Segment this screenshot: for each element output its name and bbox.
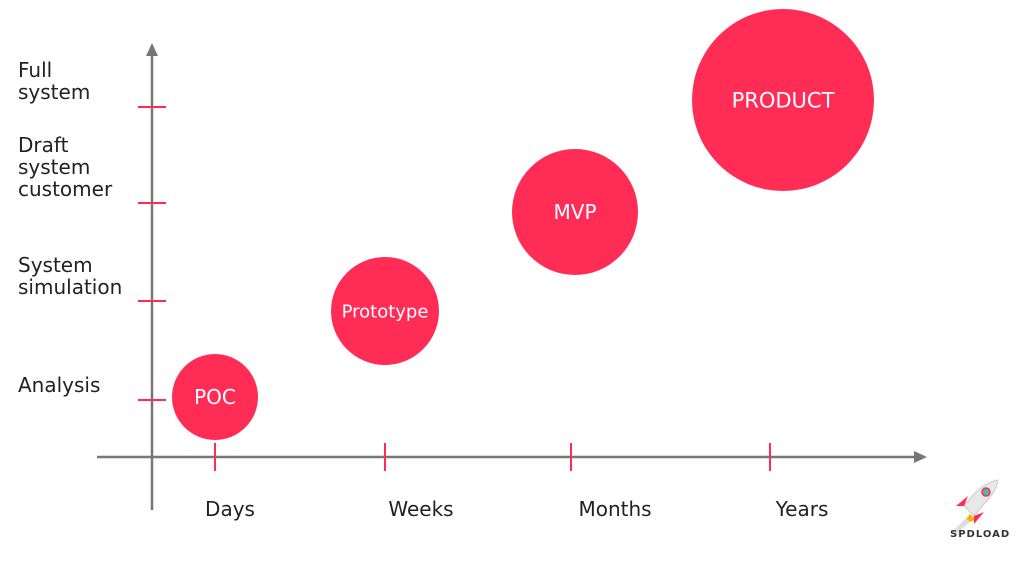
- y-axis-arrow: [146, 43, 158, 56]
- rocket-icon: [952, 479, 999, 534]
- bubble-label: POC: [194, 385, 236, 409]
- bubble-poc: [172, 354, 258, 440]
- x-tick-label: Years: [775, 497, 829, 521]
- x-tick-label: Months: [578, 497, 652, 521]
- bubble-label: Prototype: [342, 301, 429, 322]
- y-tick-label: Draft system customer: [18, 133, 113, 201]
- bubble-label: MVP: [554, 200, 597, 224]
- bubble-prototype: [331, 257, 439, 365]
- y-tick-label: Analysis: [18, 373, 101, 397]
- bubble-product: [692, 9, 874, 191]
- x-tick-label: Weeks: [388, 497, 454, 521]
- x-axis-arrow: [914, 451, 927, 463]
- y-tick-label: System simulation: [18, 253, 123, 299]
- bubble-mvp: [512, 149, 638, 275]
- logo-text: SPDLOAD: [950, 529, 1011, 540]
- x-tick-label: Days: [205, 497, 255, 521]
- spdload-logo: [944, 476, 1004, 546]
- y-tick-label: Full system: [18, 58, 91, 104]
- bubble-label: PRODUCT: [732, 89, 835, 113]
